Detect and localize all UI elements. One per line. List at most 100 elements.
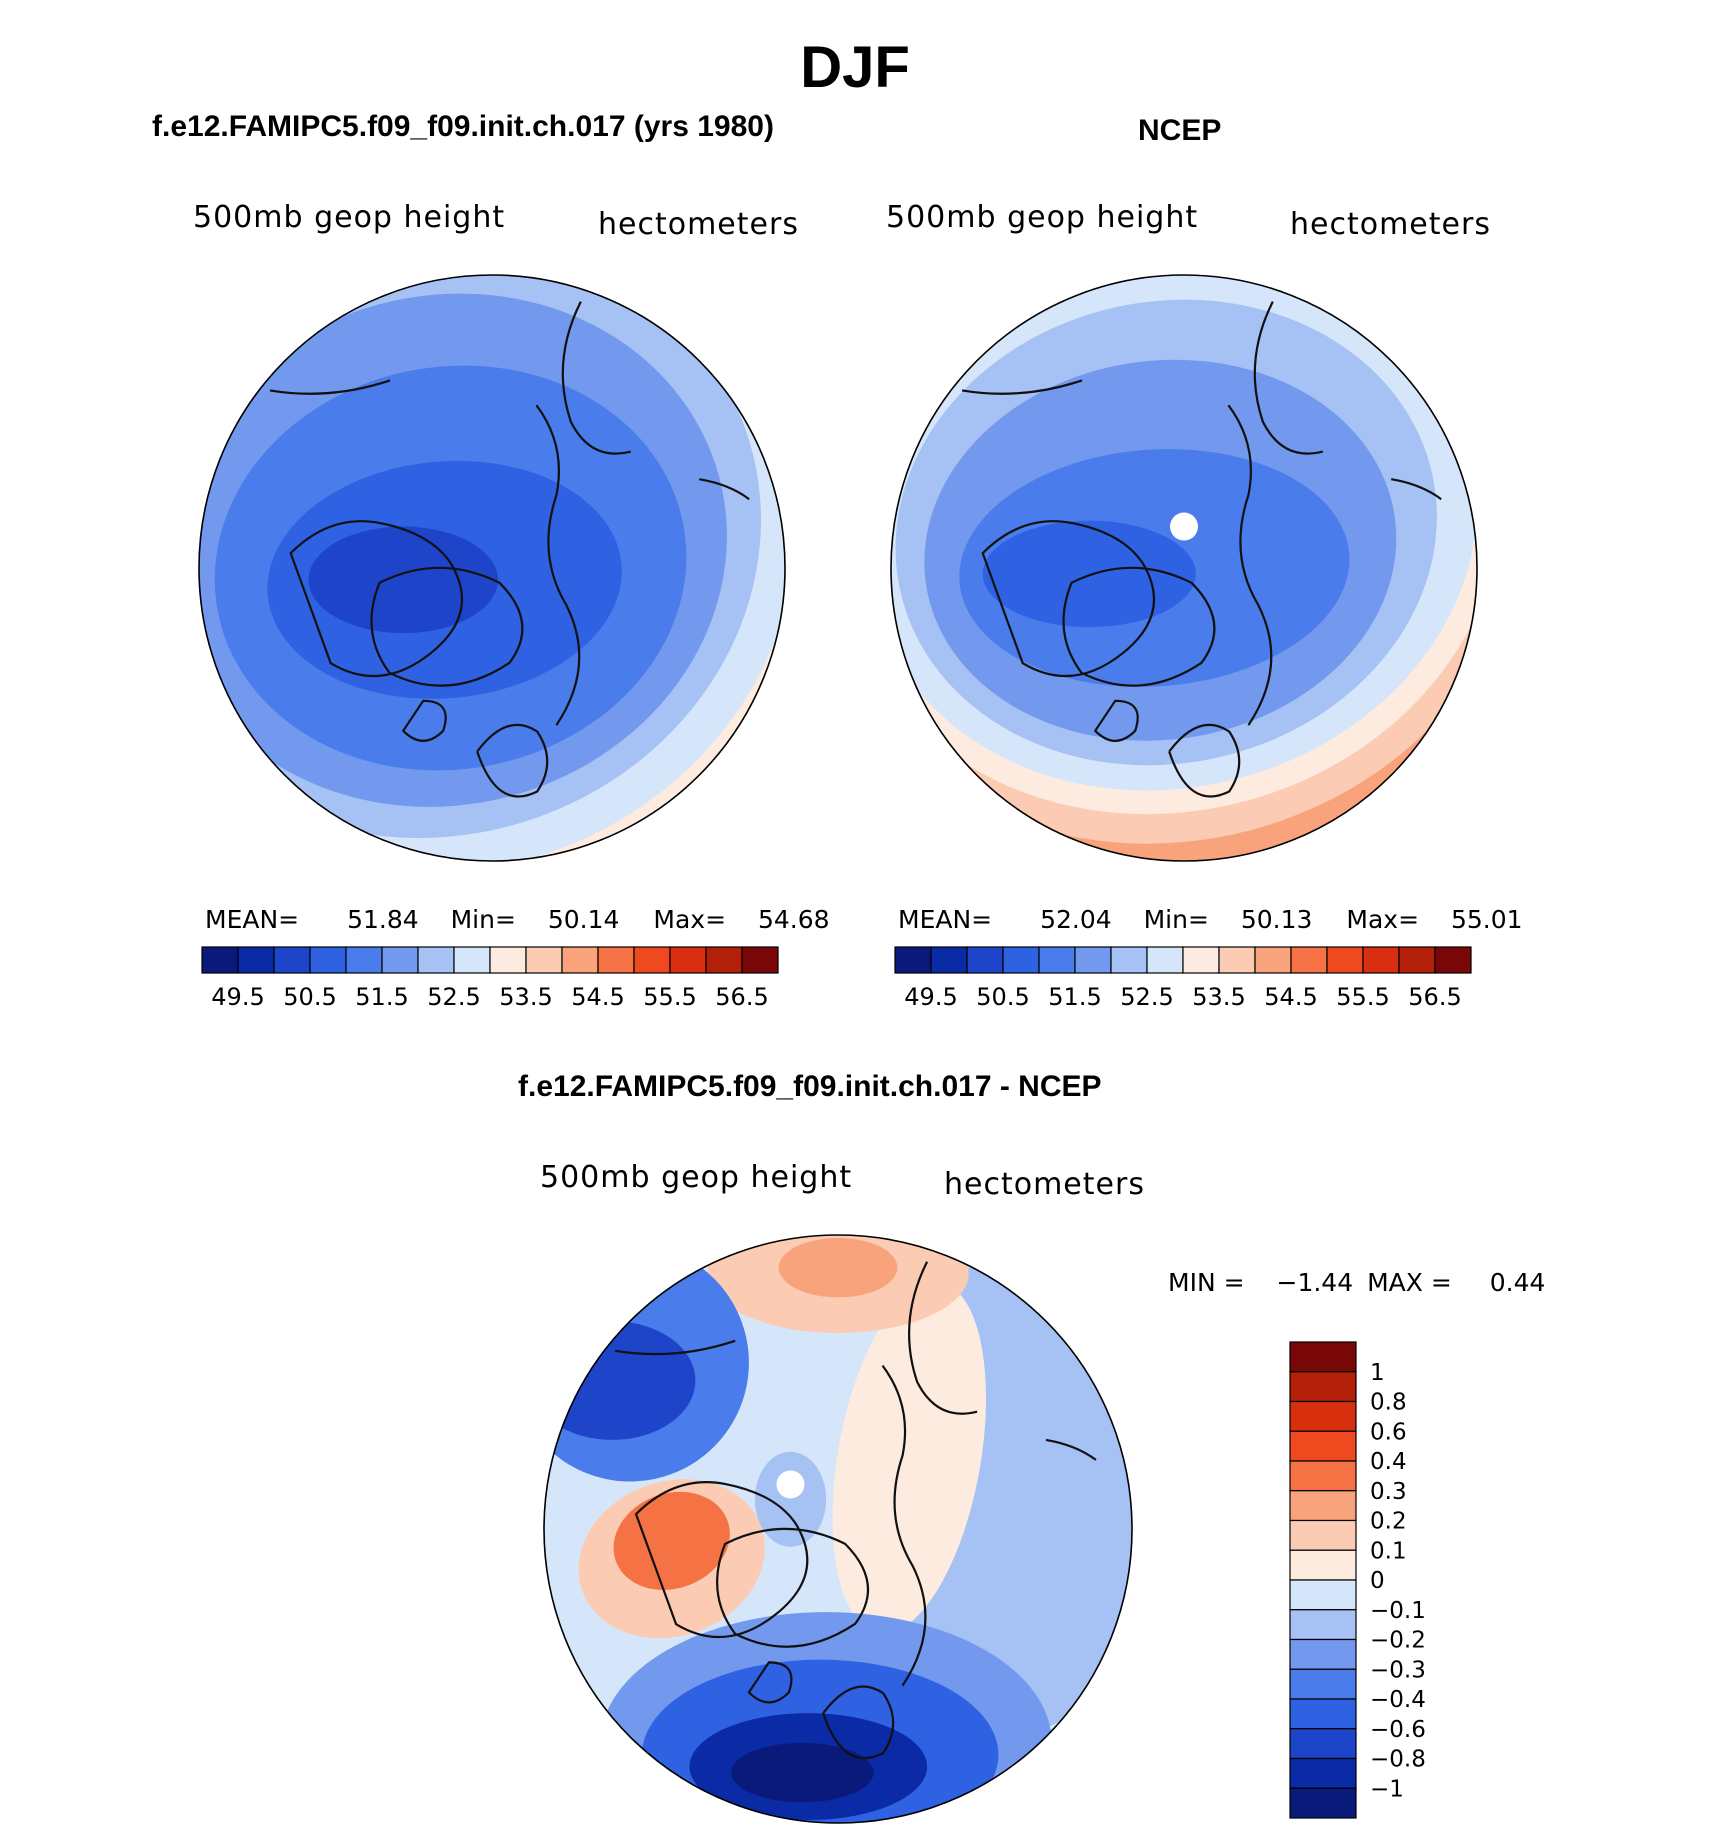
- model-colorbar-bin: [741, 946, 779, 974]
- obs-colorbar-bin: [1146, 946, 1184, 974]
- model-min-value: 50.14: [547, 905, 620, 934]
- obs-colorbar-tick-label: 49.5: [904, 983, 957, 1011]
- diff-contour-fill: [754, 1451, 827, 1547]
- diff-colorbar-bin: [1289, 1698, 1357, 1730]
- diff-colorbar-tick-label: −1: [1370, 1776, 1404, 1802]
- model-max-value: 54.68: [758, 905, 830, 934]
- model-coastline: [535, 404, 581, 726]
- diff-colorbar-bin: [1289, 1400, 1357, 1432]
- diff-colorbar-bin: [1289, 1341, 1357, 1373]
- diff-contour-fill: [832, 1281, 986, 1634]
- page-title: DJF: [800, 35, 910, 100]
- diff-units-label: hectometers: [944, 1167, 1145, 1202]
- diff-colorbar-bin: [1289, 1579, 1357, 1611]
- diff-coastline: [747, 1661, 793, 1704]
- diff-colorbar-tick-label: −0.2: [1370, 1628, 1426, 1654]
- model-field-label: 500mb geop height: [193, 200, 506, 235]
- diff-colorbar-tick-label: 0.6: [1370, 1419, 1407, 1445]
- diff-colorbar-bin: [1289, 1490, 1357, 1522]
- model-colorbar-tick-label: 52.5: [427, 983, 480, 1011]
- obs-coastline: [1062, 566, 1216, 687]
- model-colorbar-bin: [453, 946, 491, 974]
- diff-colorbar-tick-label: 0.3: [1370, 1479, 1407, 1505]
- obs-colorbar-bin: [1398, 946, 1436, 974]
- obs-colorbar-tick-label: 52.5: [1120, 983, 1173, 1011]
- diff-colorbar-bin: [1289, 1668, 1357, 1700]
- model-colorbar-tick-label: 51.5: [355, 983, 408, 1011]
- obs-colorbar-bin: [1038, 946, 1076, 974]
- obs-coastline: [1253, 301, 1324, 455]
- diff-colorbar-tick-label: −0.1: [1370, 1598, 1426, 1624]
- diff-colorbar-tick-label: 0.8: [1370, 1390, 1407, 1416]
- obs-min-label: Min=: [1143, 905, 1209, 934]
- obs-colorbar-tick-label: 50.5: [976, 983, 1029, 1011]
- model-units-label: hectometers: [598, 207, 799, 242]
- model-polar-map: [198, 274, 786, 862]
- diff-colorbar-bin: [1289, 1519, 1357, 1551]
- obs-colorbar-bin: [1434, 946, 1472, 974]
- diff-colorbar-tick-label: 1: [1370, 1360, 1385, 1386]
- obs-colorbar-bin: [894, 946, 932, 974]
- diff-colorbar-bin: [1289, 1609, 1357, 1641]
- diff-colorbar-tick-label: 0: [1370, 1568, 1385, 1594]
- obs-coastline: [961, 379, 1083, 395]
- model-colorbar-tick-label: 53.5: [499, 983, 552, 1011]
- diff-colorbar-tick-label: 0.1: [1370, 1538, 1407, 1564]
- model-colorbar-bin: [345, 946, 383, 974]
- diff-pole-missing-data: [776, 1470, 805, 1499]
- obs-mean-value: 52.04: [1040, 905, 1112, 934]
- obs-colorbar-bin: [966, 946, 1004, 974]
- diff-coastline: [908, 1261, 978, 1415]
- model-coastline: [401, 699, 447, 742]
- diff-colorbar-bin: [1289, 1430, 1357, 1462]
- obs-stats-row: MEAN= 52.04 Min= 50.13 Max= 55.01: [898, 905, 1523, 934]
- model-coastline: [370, 566, 524, 687]
- obs-map-border: [890, 274, 1478, 862]
- obs-colorbar-tick-label: 51.5: [1048, 983, 1101, 1011]
- model-colorbar-tick-label: 50.5: [283, 983, 336, 1011]
- diff-colorbar-bin: [1289, 1549, 1357, 1581]
- diff-colorbar-tick-label: 0.2: [1370, 1509, 1407, 1535]
- model-coastline: [476, 723, 549, 798]
- model-colorbar-bin: [381, 946, 419, 974]
- diff-max-label: MAX =: [1367, 1268, 1452, 1297]
- model-coastline: [269, 379, 391, 395]
- obs-colorbar-bin: [1182, 946, 1220, 974]
- diff-colorbar-bin: [1289, 1757, 1357, 1789]
- diff-colorbar: 1 0.8 0.6 0.4 0.3 0.2 0.1 0 −0.1 −0.2 −0.3 −0.4 −0.6…: [1289, 1341, 1426, 1819]
- obs-colorbar-bin: [1326, 946, 1364, 974]
- obs-pole-missing-data: [1170, 512, 1198, 541]
- model-colorbar-bin: [489, 946, 527, 974]
- model-colorbar-bin: [273, 946, 311, 974]
- diff-colorbar-tick-label: −0.8: [1370, 1747, 1426, 1773]
- diff-min-label: MIN =: [1168, 1268, 1245, 1297]
- diff-colorbar-bin: [1289, 1460, 1357, 1492]
- diff-coastline: [716, 1527, 870, 1648]
- diff-colorbar-bin: [1289, 1371, 1357, 1403]
- model-map-border: [198, 274, 786, 862]
- model-max-label: Max=: [653, 905, 727, 934]
- model-panel-title: f.e12.FAMIPC5.f09_f09.init.ch.017 (yrs 1…: [152, 110, 774, 143]
- obs-field-label: 500mb geop height: [886, 200, 1199, 235]
- diff-coastline: [1045, 1438, 1097, 1461]
- diff-colorbar-tick-label: −0.3: [1370, 1657, 1426, 1683]
- model-colorbar-tick-label: 56.5: [715, 983, 768, 1011]
- model-colorbar-tick-label: 49.5: [211, 983, 264, 1011]
- obs-polar-map: [890, 274, 1478, 862]
- model-coastline: [699, 478, 750, 501]
- model-colorbar-bin: [525, 946, 563, 974]
- diff-field-label: 500mb geop height: [540, 1160, 853, 1195]
- model-colorbar: 49.5 50.5 51.5 52.5 53.5 54.5 55.5 56.5: [201, 946, 779, 1011]
- model-colorbar-bin: [633, 946, 671, 974]
- diff-colorbar-bin: [1289, 1728, 1357, 1760]
- obs-colorbar-bin: [1074, 946, 1112, 974]
- obs-units-label: hectometers: [1290, 207, 1491, 242]
- diff-colorbar-bin: [1289, 1787, 1357, 1819]
- diff-stats-row: MIN = −1.44 MAX = 0.44: [1168, 1268, 1545, 1297]
- diff-panel-title: f.e12.FAMIPC5.f09_f09.init.ch.017 - NCEP: [518, 1070, 1102, 1103]
- obs-mean-label: MEAN=: [898, 905, 993, 934]
- obs-colorbar-bin: [1110, 946, 1148, 974]
- model-colorbar-bin: [201, 946, 239, 974]
- obs-min-value: 50.13: [1240, 905, 1313, 934]
- obs-panel-title: NCEP: [1138, 114, 1222, 147]
